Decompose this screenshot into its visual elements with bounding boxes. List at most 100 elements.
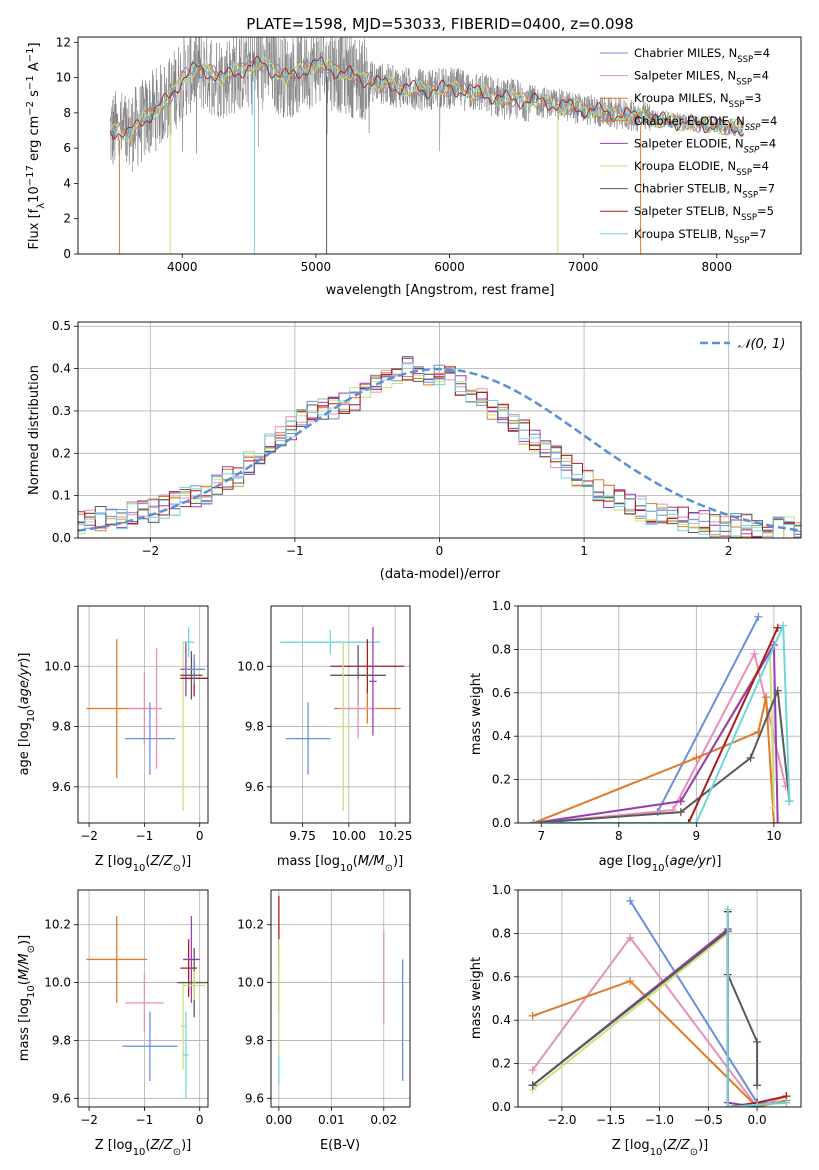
mass-weight-series-line	[541, 650, 787, 823]
mass-weight-marker	[626, 977, 635, 986]
mass-weight-series-line	[533, 641, 779, 823]
legend-entry: Chabrier ELODIE, NSSP=4	[634, 114, 777, 133]
massweight-vs-age-ylabel: mass weight	[469, 673, 484, 755]
spectrum-legend: Chabrier MILES, NSSP=4 Salpeter MILES, NS…	[600, 46, 777, 246]
x-tick-label: 8000	[702, 260, 733, 274]
mass-weight-marker	[769, 819, 778, 823]
mass-weight-marker	[723, 905, 732, 914]
y-tick-label: 0.1	[52, 489, 71, 503]
mass-weight-marker	[773, 623, 782, 632]
age-vs-Z-ylabel: age [log10(age/yr)]	[17, 653, 37, 776]
y-tick-label: 9.8	[52, 1033, 71, 1047]
x-tick-label: 9.75	[289, 829, 316, 843]
mass-weight-marker	[753, 1081, 762, 1090]
age-vs-Z-plot-area	[86, 627, 208, 811]
mass-weight-marker	[753, 1100, 762, 1107]
figure-title: PLATE=1598, MJD=53033, FIBERID=0400, z=0…	[246, 15, 633, 33]
mass-weight-marker	[785, 797, 794, 806]
y-tick-label: 0	[63, 247, 71, 261]
age-vs-mass-xlabel: mass [log10(M/M⊙)]	[277, 854, 403, 874]
mass-vs-ebv-frame	[270, 889, 411, 1108]
errorbar-point	[180, 651, 203, 700]
mass-weight-marker	[782, 1098, 791, 1107]
mass-weight-marker	[528, 1066, 537, 1075]
mass-weight-marker	[529, 819, 538, 823]
mass-weight-marker	[676, 797, 685, 806]
age-vs-Z-frame	[77, 605, 209, 824]
legend-entry: 𝒩(0, 1)	[738, 337, 785, 352]
y-tick-label: 0.4	[492, 1013, 511, 1027]
massweight-vs-age-axes: 7 8 9 10 0.0 0.2 0.4 0.6 0.8 1.0	[492, 599, 801, 843]
y-tick-label: 9.8	[245, 1033, 264, 1047]
residual-ylabel: Normed distribution	[27, 365, 42, 495]
residual-histogram-line	[78, 366, 801, 538]
y-tick-label: 9.8	[52, 720, 71, 734]
mass-weight-marker	[723, 1103, 732, 1107]
x-tick-label: −2	[141, 544, 159, 558]
mass-weight-marker	[528, 1081, 537, 1090]
mass-vs-Z-ylabel: mass [log10(M/M⊙)]	[17, 935, 37, 1061]
y-tick-label: 10.0	[237, 976, 264, 990]
y-tick-label: 0.4	[492, 729, 511, 743]
y-tick-label: 1.0	[492, 599, 511, 613]
spectrum-frame	[77, 36, 802, 255]
x-tick-label: −1	[136, 829, 154, 843]
massweight-vs-age-xlabel: age [log10(age/yr)]	[599, 854, 722, 874]
legend-entry: Kroupa STELIB, NSSP=7	[634, 227, 766, 246]
x-tick-label: −1	[136, 1113, 154, 1127]
errorbar-point	[125, 702, 175, 775]
mass-weight-marker	[626, 896, 635, 905]
mass-weight-marker	[773, 686, 782, 695]
mass-vs-Z-plot-area	[86, 916, 208, 1099]
y-tick-label: 0.4	[52, 362, 71, 376]
spectrum-plot-area	[109, 37, 744, 254]
x-tick-label: −2	[80, 829, 98, 843]
residual-legend: 𝒩(0, 1)	[700, 337, 785, 352]
x-tick-label: −2.0	[547, 1113, 576, 1127]
x-tick-label: −2	[80, 1113, 98, 1127]
massweight-vs-age-frame	[517, 605, 802, 824]
errorbar-point	[151, 648, 163, 769]
x-tick-label: 0	[196, 1113, 204, 1127]
x-tick-label: −1	[286, 544, 304, 558]
x-tick-label: 0.00	[266, 1113, 293, 1127]
mass-weight-series-line	[531, 936, 787, 1107]
x-tick-label: 10	[766, 829, 781, 843]
y-tick-label: 0.6	[492, 686, 511, 700]
age-vs-mass-axes: 9.75 10.00 10.25 9.6 9.8 10.0	[237, 606, 412, 843]
residual-frame	[77, 321, 802, 539]
mass-weight-marker	[684, 819, 693, 823]
mass-weight-marker	[773, 819, 782, 823]
mass-weight-marker	[753, 1037, 762, 1046]
y-tick-label: 0.2	[492, 773, 511, 787]
residual-plot-area	[78, 356, 801, 538]
mass-vs-Z-frame	[77, 889, 209, 1108]
legend-entry: Salpeter ELODIE, NSSP=4	[634, 136, 776, 155]
age-vs-Z-xlabel: Z [log10(Z/Z⊙)]	[95, 854, 192, 874]
massweight-vs-Z-xlabel: Z [log10(Z/Z⊙)]	[612, 1138, 709, 1158]
errorbar-point	[183, 627, 195, 658]
errorbar-point	[369, 627, 377, 736]
x-tick-label: 8	[615, 829, 623, 843]
errorbar-point	[183, 916, 200, 1003]
y-tick-label: 2	[63, 212, 71, 226]
errorbar-point	[180, 982, 186, 1070]
y-tick-label: 0.3	[52, 404, 71, 418]
mass-weight-series-line	[533, 616, 760, 823]
x-tick-label: 0.01	[318, 1113, 345, 1127]
y-tick-label: 9.6	[52, 780, 71, 794]
residual-histogram-line	[78, 362, 801, 538]
mass-weight-marker	[746, 753, 755, 762]
y-tick-label: 9.6	[245, 780, 264, 794]
mass-weight-marker	[754, 612, 763, 621]
x-tick-label: 9	[693, 829, 701, 843]
errorbar-point	[180, 642, 186, 811]
y-tick-label: 0.0	[492, 816, 511, 830]
legend-entry: Kroupa MILES, NSSP=3	[634, 91, 761, 110]
y-tick-label: 1.0	[492, 883, 511, 897]
legend-entry: Chabrier MILES, NSSP=4	[634, 46, 770, 65]
observed-spectrum-line	[109, 37, 744, 173]
x-tick-label: 0	[436, 544, 444, 558]
y-tick-label: 0.2	[52, 446, 71, 460]
